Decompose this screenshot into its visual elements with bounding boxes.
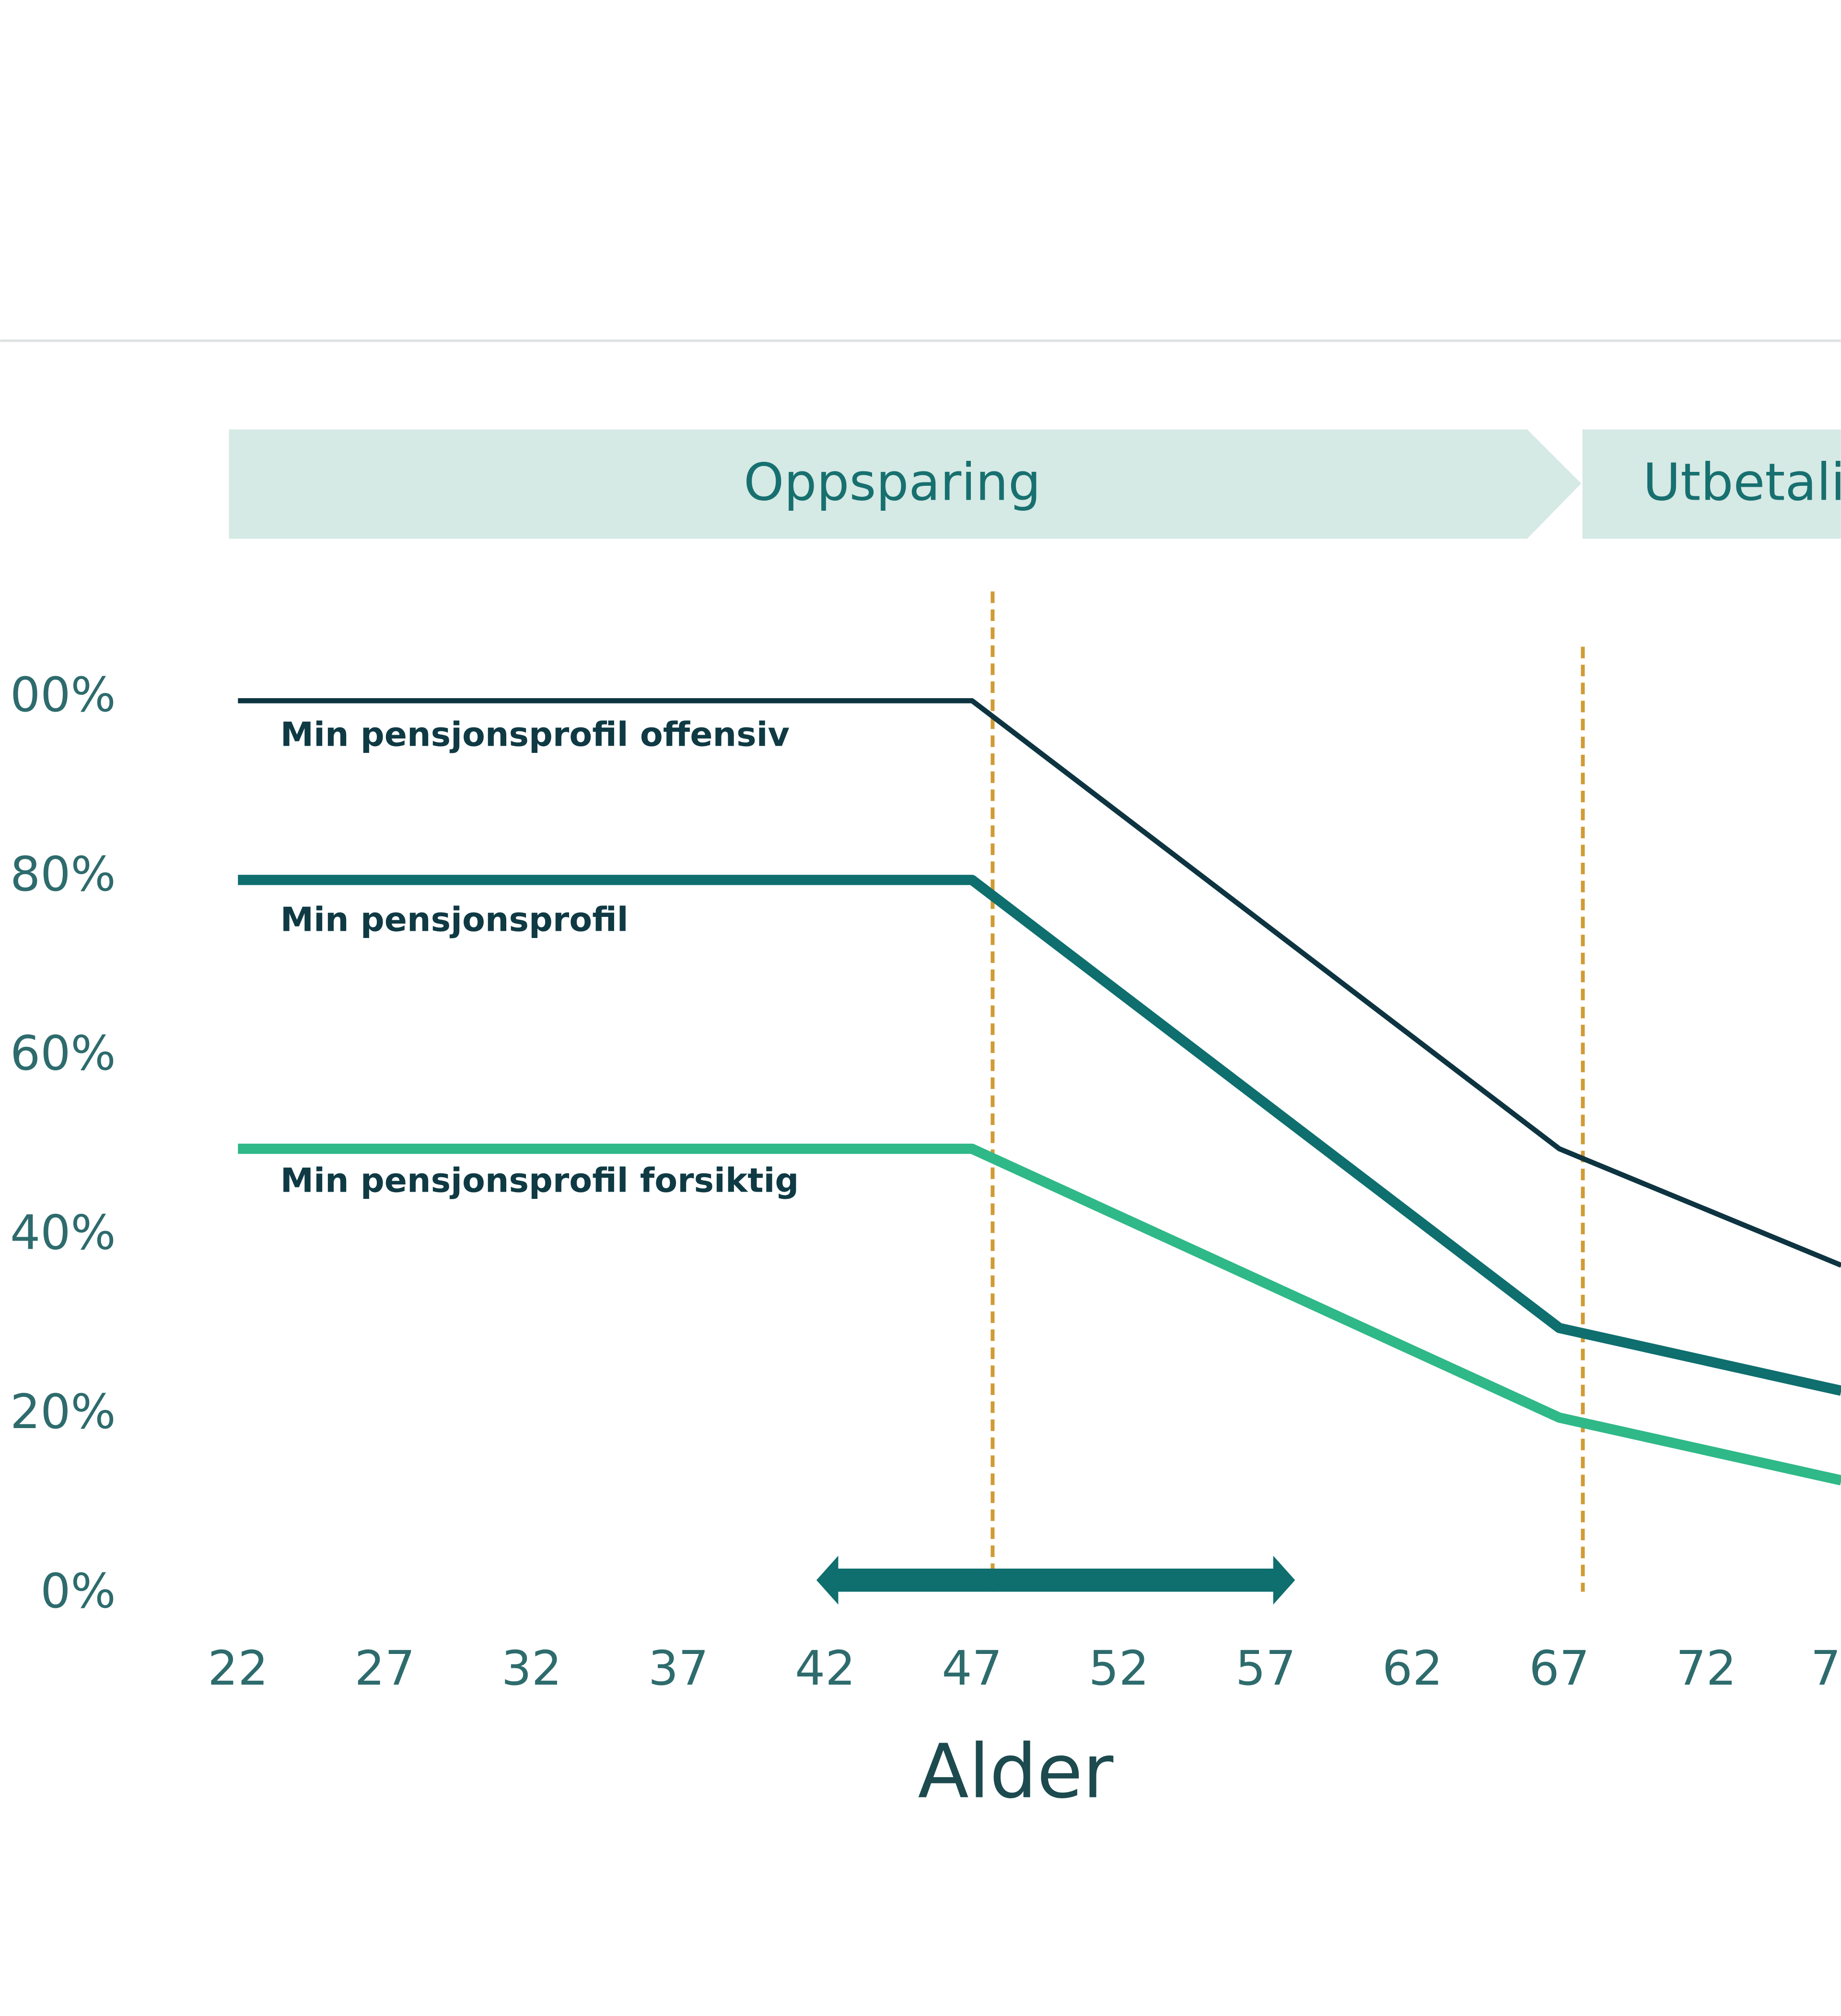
phase-banner	[1582, 429, 1841, 539]
series-line	[238, 698, 1841, 1268]
y-tick-label: 20%	[10, 1384, 116, 1440]
x-tick-label: 27	[354, 1641, 415, 1696]
y-tick-label: 60%	[10, 1026, 116, 1081]
x-axis-label: Alder	[918, 1728, 1113, 1815]
series-label: Min pensjonsprofil offensiv	[280, 715, 790, 754]
x-tick-label: 57	[1235, 1641, 1296, 1696]
series-line	[238, 875, 1841, 1396]
x-tick-label: 42	[795, 1641, 855, 1696]
phase-banner	[229, 429, 1582, 539]
x-tick-label: 67	[1529, 1641, 1589, 1696]
x-tick-label: 37	[648, 1641, 709, 1696]
x-tick-label: 72	[1676, 1641, 1736, 1696]
y-tick-label: 0%	[40, 1564, 116, 1619]
range-arrow	[816, 1556, 1295, 1605]
y-tick-label: 40%	[10, 1205, 116, 1260]
x-tick-label: 22	[208, 1641, 268, 1696]
y-tick-label: 00%	[10, 668, 116, 723]
x-tick-label: 32	[501, 1641, 562, 1696]
x-tick-label: 52	[1089, 1641, 1149, 1696]
x-tick-label: 47	[942, 1641, 1002, 1696]
y-tick-label: 80%	[10, 847, 116, 902]
series-line	[238, 1143, 1841, 1486]
series-label: Min pensjonsprofil	[280, 900, 629, 939]
phase-label: Oppsparing	[744, 453, 1041, 513]
x-tick-label: 62	[1382, 1641, 1443, 1696]
series-label: Min pensjonsprofil forsiktig	[280, 1161, 799, 1200]
x-tick-label: 7	[1811, 1641, 1841, 1696]
phase-label: Utbetali	[1643, 453, 1841, 513]
